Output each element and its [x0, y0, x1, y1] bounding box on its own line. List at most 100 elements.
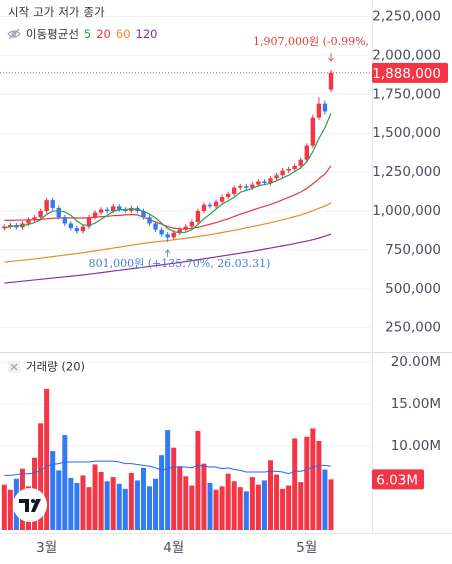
volume-bar — [298, 482, 304, 530]
candle-body — [250, 184, 255, 188]
candle-body — [183, 226, 188, 230]
volume-bar — [62, 435, 68, 530]
candle-body — [32, 217, 37, 220]
ma-line — [4, 113, 332, 234]
ohlc-label: 종가 — [84, 5, 106, 19]
volume-bar — [255, 484, 261, 530]
current-volume-box — [372, 469, 424, 490]
volume-bar — [116, 483, 122, 530]
volume-ma-line — [4, 460, 332, 476]
candle-body — [50, 200, 55, 208]
volume-bar — [92, 464, 98, 530]
volume-bar — [213, 489, 219, 530]
volume-bar — [1, 484, 7, 530]
ma-legend-item: 20 — [96, 27, 111, 41]
ma-legend-item: 5 — [84, 27, 91, 41]
candle-body — [165, 234, 170, 238]
volume-bar — [56, 470, 62, 530]
volume-bar — [140, 467, 146, 530]
ohlc-legend: 시작 고가 저가 종가 — [8, 5, 105, 19]
volume-bar — [316, 440, 322, 530]
volume-bar — [86, 487, 92, 530]
candle-body — [268, 178, 273, 184]
candle-body — [44, 200, 49, 212]
candle-body — [2, 226, 7, 229]
candle-body — [286, 168, 291, 171]
low-annotation: 801,000원 (+135.70%, 26.03.31) — [89, 257, 271, 270]
ohlc-label: 저가 — [58, 5, 80, 19]
y-tick-label: 1,000,000 — [372, 203, 441, 219]
volume-bar — [328, 479, 334, 530]
volume-bar — [7, 489, 13, 530]
candle-body — [104, 209, 110, 212]
candle-body — [310, 117, 316, 146]
close-icon[interactable] — [8, 361, 20, 373]
candle-body — [68, 223, 74, 229]
volume-bar — [165, 430, 171, 530]
volume-bar — [207, 482, 213, 530]
candle-body — [316, 103, 322, 118]
volume-bar — [44, 388, 50, 530]
ma-legend-item: 120 — [136, 27, 158, 41]
candle-body — [92, 212, 98, 218]
volume-bar — [128, 472, 134, 530]
volume-bar — [195, 430, 201, 530]
candle-body — [153, 223, 158, 230]
y-tick-label: 500,000 — [385, 281, 441, 297]
candle-body — [298, 159, 303, 166]
candle-body — [292, 165, 297, 169]
y-tick-label: 1,500,000 — [372, 125, 441, 141]
volume-bar — [268, 460, 273, 530]
candle-body — [38, 211, 43, 218]
volume-bar — [286, 485, 292, 530]
volume-bar — [122, 488, 128, 530]
volume-bar — [153, 478, 159, 530]
y-tick-label: 2,000,000 — [372, 47, 441, 63]
candle-body — [62, 217, 67, 224]
volume-bar — [304, 436, 310, 530]
volume-bar — [322, 469, 328, 530]
volume-grid — [0, 361, 372, 447]
y-tick-label: 250,000 — [385, 320, 441, 336]
volume-bar — [134, 480, 140, 530]
x-tick-label: 5월 — [296, 540, 317, 556]
volume-bar — [38, 423, 44, 530]
candle-body — [219, 197, 225, 202]
candle-body — [213, 201, 219, 207]
candle-body — [256, 181, 261, 185]
current-price-label: 1,888,000 — [372, 66, 441, 82]
candle-body — [225, 193, 231, 198]
ohlc-label: 시작 — [8, 5, 30, 19]
volume-bar — [189, 485, 195, 530]
candle-body — [244, 186, 249, 188]
x-tick-label: 4월 — [163, 540, 184, 556]
y-tick-label: 15.00M — [391, 396, 441, 412]
tradingview-logo[interactable] — [13, 488, 47, 522]
y-tick-label: 1,750,000 — [372, 86, 441, 102]
candle-body — [80, 226, 86, 232]
y-tick-label: 750,000 — [385, 242, 441, 258]
candle-body — [238, 186, 243, 188]
candle-body — [8, 225, 13, 227]
candle-body — [328, 72, 334, 90]
volume-bar — [50, 451, 56, 530]
candle-body — [86, 217, 92, 227]
volume-bar — [80, 475, 86, 530]
volume-plot — [1, 388, 334, 530]
volume-bar — [171, 447, 177, 530]
candle-body — [123, 209, 128, 212]
candle-body — [26, 219, 31, 224]
candle-body — [274, 175, 279, 179]
current-price-box — [372, 62, 448, 83]
low-arrow — [164, 249, 171, 257]
visibility-icon[interactable] — [7, 28, 21, 40]
candle-body — [147, 217, 152, 224]
volume-bar — [219, 486, 225, 530]
ma-legend-item: 60 — [116, 27, 131, 41]
candle-body — [111, 206, 116, 212]
candle-body — [141, 211, 146, 218]
volume-bar — [292, 438, 298, 530]
volume-bar — [310, 428, 316, 530]
